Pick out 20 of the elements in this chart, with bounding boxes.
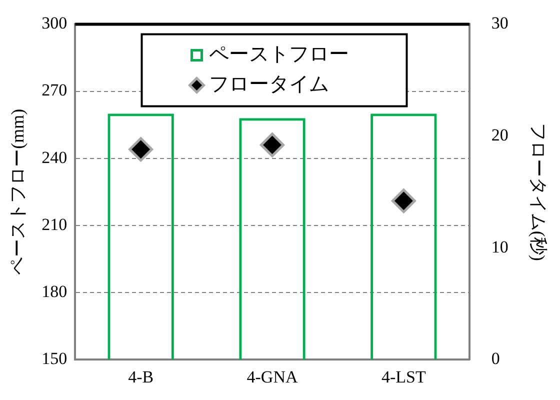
- point: [128, 137, 154, 162]
- y2-tick-label: 20: [491, 125, 508, 144]
- y2-tick-label: 0: [491, 349, 500, 368]
- y-tick-label: 180: [42, 282, 68, 301]
- y-axis-title: ペーストフロー(mm): [8, 108, 28, 275]
- y-tick-label: 300: [42, 14, 68, 33]
- y2-tick-label: 30: [491, 14, 508, 33]
- point: [260, 132, 284, 158]
- y-tick-label: 210: [42, 214, 68, 234]
- legend-label: ペーストフロー: [208, 43, 349, 66]
- x-tick-label: 4-GNA: [246, 367, 298, 386]
- y2-tick-label: 10: [491, 237, 508, 256]
- y2-axis-title: フロータイム(秒): [528, 122, 548, 261]
- legend-label: フロータイム: [208, 73, 329, 96]
- x-tick-label: 4-B: [128, 367, 154, 386]
- x-tick-label: 4-LST: [381, 367, 426, 386]
- y-tick-label: 150: [42, 349, 68, 368]
- point: [391, 188, 416, 214]
- y-tick-label: 270: [42, 80, 68, 100]
- y-tick-label: 240: [42, 148, 68, 167]
